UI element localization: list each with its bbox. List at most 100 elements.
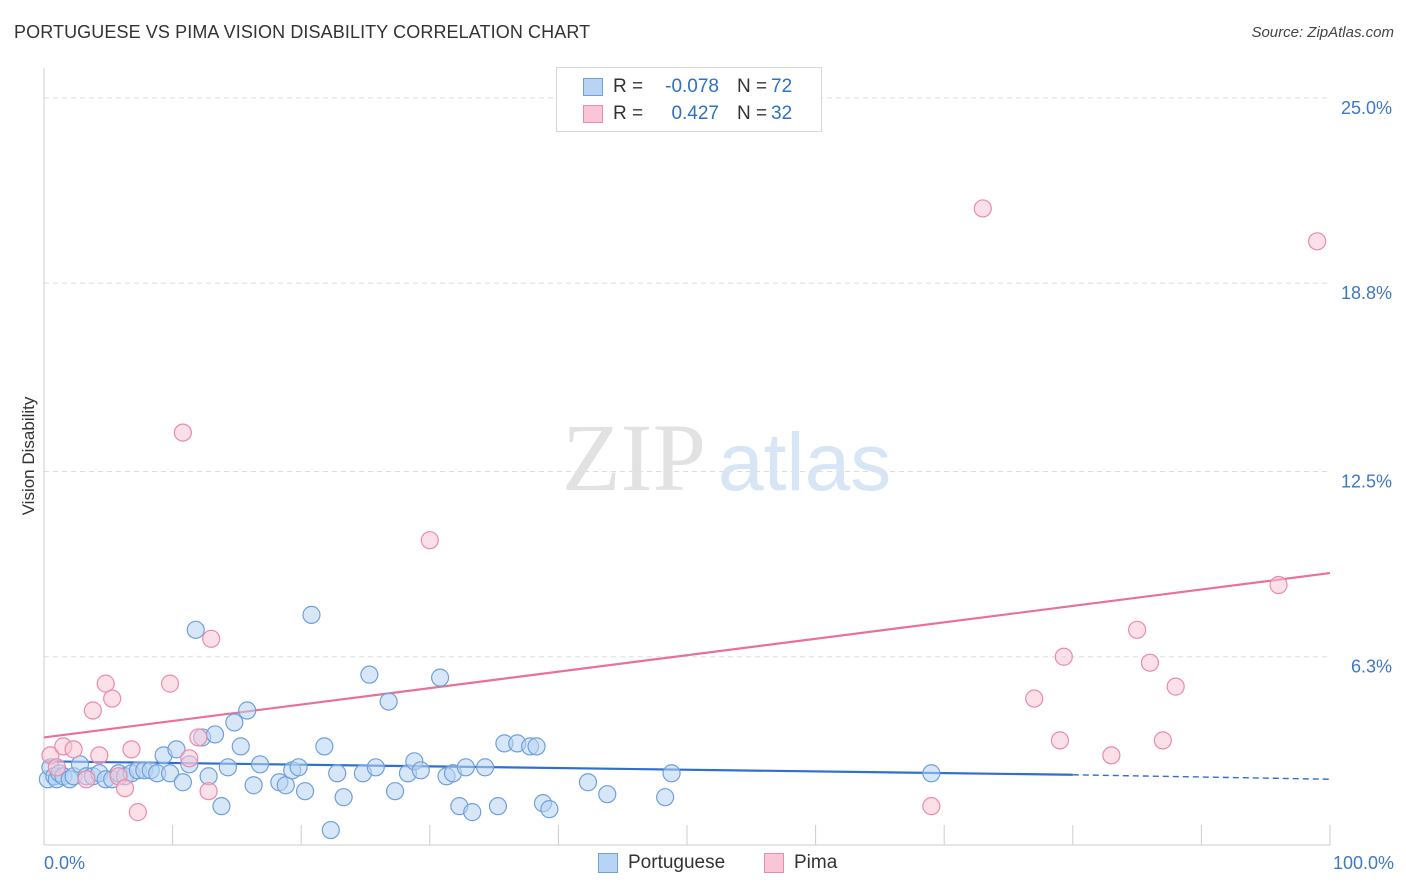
legend-r-label: R = [613, 103, 644, 124]
y-tick-label: 12.5% [1341, 471, 1392, 491]
portuguese-point [578, 773, 598, 792]
pima-point [1102, 746, 1121, 765]
trend-lines [43, 571, 1331, 780]
pima-trend-line [43, 571, 1331, 739]
portuguese-point [662, 764, 681, 783]
watermark-atlas: atlas [718, 417, 891, 508]
watermark: ZIP atlas [562, 404, 891, 511]
legend-item-pima[interactable]: Pima [764, 852, 837, 874]
portuguese-point [656, 788, 675, 807]
legend-item-portuguese[interactable]: Portuguese [598, 852, 725, 874]
legend-row-pima: R = 0.427 N = 32 [583, 101, 792, 127]
portuguese-point [276, 776, 295, 795]
legend-n-value: 72 [771, 76, 793, 97]
grid-lines [44, 97, 1330, 658]
pima-point [122, 740, 141, 759]
legend-swatch-pima [583, 105, 603, 123]
portuguese-point [385, 782, 405, 801]
portuguese-point [218, 758, 237, 777]
pima-point [173, 423, 192, 442]
tick-labels: 6.3% 12.5% 18.8% 25.0% 0.0% 100.0% [44, 98, 1394, 873]
pima-point [202, 629, 221, 648]
portuguese-point [430, 668, 450, 687]
pima-point [90, 746, 109, 765]
pima-point [47, 758, 66, 777]
pima-point [1054, 647, 1073, 666]
portuguese-point [173, 773, 192, 792]
y-tick-label: 6.3% [1351, 657, 1392, 677]
pima-point [922, 797, 941, 816]
portuguese-point [360, 665, 379, 684]
portuguese-point [334, 788, 353, 807]
pima-point [1050, 731, 1070, 750]
legend-swatch-portuguese [598, 853, 618, 873]
legend-r-value: 0.427 [671, 103, 719, 124]
legend-swatch-portuguese [583, 78, 603, 96]
portuguese-point [231, 737, 250, 756]
portuguese-trend-extension [1072, 774, 1331, 780]
pima-point [1153, 731, 1172, 750]
portuguese-point [328, 764, 347, 783]
x-tick-label-min: 0.0% [44, 853, 85, 873]
legend-n-value: 32 [771, 103, 793, 124]
pima-point [180, 749, 199, 768]
pima-point [83, 701, 102, 720]
legend-label-pima: Pima [794, 852, 838, 873]
pima-point [64, 740, 83, 759]
y-tick-label: 25.0% [1341, 98, 1392, 118]
portuguese-point [527, 737, 546, 756]
pima-point [1127, 620, 1147, 639]
watermark-zip: ZIP [562, 404, 706, 511]
portuguese-point [379, 692, 398, 711]
x-tick-label-max: 100.0% [1333, 853, 1394, 873]
portuguese-point [212, 797, 231, 816]
series-legend: Portuguese Pima [0, 852, 1406, 876]
portuguese-point [366, 758, 385, 777]
pima-point [1308, 232, 1327, 251]
legend-label-portuguese: Portuguese [628, 852, 726, 873]
portuguese-point [456, 758, 475, 777]
legend-row-portuguese: R = -0.078 N = 72 [583, 74, 792, 100]
pima-point [160, 674, 180, 693]
y-tick-label: 18.8% [1341, 283, 1392, 303]
portuguese-point [160, 764, 180, 783]
portuguese-point [225, 713, 244, 732]
pima-point [128, 803, 147, 822]
pima-point [96, 674, 115, 693]
portuguese-trend-line [43, 760, 1073, 776]
portuguese-point [205, 725, 225, 744]
pima-point [199, 782, 218, 801]
pima-point [1140, 653, 1160, 672]
pima-point [115, 779, 135, 798]
portuguese-point [488, 797, 508, 816]
pima-point [77, 770, 96, 789]
chart-source: Source: ZipAtlas.com [1251, 24, 1394, 41]
pima-point [103, 689, 122, 708]
portuguese-point [411, 761, 430, 780]
portuguese-point [302, 605, 321, 624]
portuguese-point [475, 758, 495, 777]
portuguese-point [289, 758, 308, 777]
stats-legend: R = -0.078 N = 72 R = 0.427 N = 32 [556, 67, 822, 132]
pima-point [1269, 575, 1288, 595]
chart-title: PORTUGUESE VS PIMA VISION DISABILITY COR… [14, 22, 591, 42]
portuguese-point [186, 620, 205, 639]
pima-point [973, 199, 992, 218]
portuguese-point [540, 800, 559, 819]
pima-points [41, 199, 1327, 822]
portuguese-point [238, 701, 257, 720]
legend-n-label: N = [737, 103, 768, 124]
portuguese-point [167, 740, 186, 759]
legend-swatch-pima [764, 853, 784, 873]
portuguese-point [598, 785, 617, 804]
legend-r-label: R = [613, 76, 644, 97]
axes [43, 68, 1331, 846]
portuguese-point [321, 820, 340, 840]
legend-n-label: N = [737, 76, 768, 97]
portuguese-point [922, 764, 941, 783]
portuguese-point [315, 737, 334, 756]
pima-point [420, 531, 439, 550]
pima-point [1166, 677, 1185, 696]
portuguese-point [250, 755, 270, 774]
